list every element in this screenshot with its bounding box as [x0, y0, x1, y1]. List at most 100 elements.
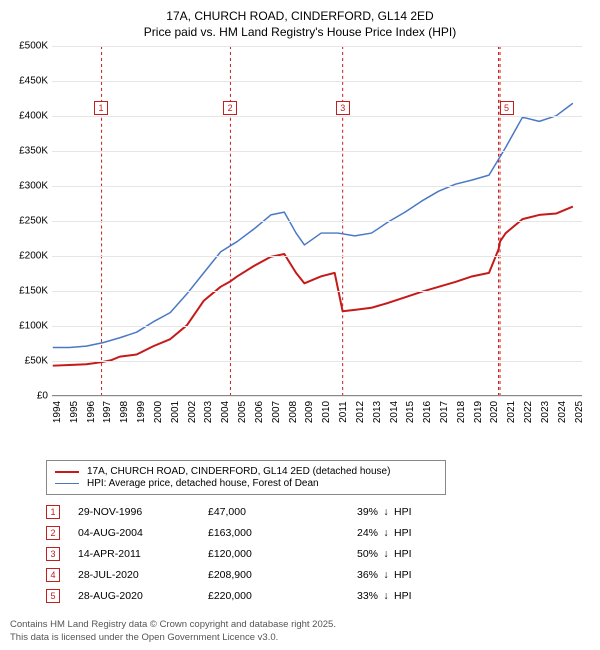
x-axis-label: 2024 — [557, 401, 568, 423]
y-gridline — [52, 151, 582, 152]
transaction-price: £47,000 — [208, 506, 318, 518]
chart-title: 17A, CHURCH ROAD, CINDERFORD, GL14 2ED P… — [10, 8, 590, 40]
legend-swatch — [55, 471, 79, 473]
transaction-row: 314-APR-2011£120,00050%↓HPI — [46, 545, 590, 563]
transaction-price: £120,000 — [208, 548, 318, 560]
transaction-pct: 24% — [318, 527, 378, 539]
footer-line-2: This data is licensed under the Open Gov… — [10, 632, 336, 644]
x-axis-label: 2001 — [170, 401, 181, 423]
y-gridline — [52, 116, 582, 117]
y-gridline — [52, 396, 582, 397]
sale-marker-box: 2 — [223, 101, 237, 115]
legend-label: 17A, CHURCH ROAD, CINDERFORD, GL14 2ED (… — [87, 466, 390, 477]
sale-marker-box: 5 — [500, 101, 514, 115]
transaction-vs: HPI — [394, 548, 434, 560]
transaction-marker: 3 — [46, 547, 60, 561]
x-axis-label: 2025 — [574, 401, 585, 423]
transaction-pct: 33% — [318, 590, 378, 602]
x-axis-label: 2000 — [153, 401, 164, 423]
footer-line-1: Contains HM Land Registry data © Crown c… — [10, 619, 336, 631]
transaction-date: 28-AUG-2020 — [78, 590, 208, 602]
x-axis-label: 2023 — [540, 401, 551, 423]
x-axis-label: 2012 — [355, 401, 366, 423]
plot-region: £0£50K£100K£150K£200K£250K£300K£350K£400… — [52, 46, 582, 396]
x-axis-label: 2013 — [372, 401, 383, 423]
x-axis-label: 2010 — [321, 401, 332, 423]
x-axis-label: 2003 — [203, 401, 214, 423]
transaction-marker: 4 — [46, 568, 60, 582]
y-gridline — [52, 81, 582, 82]
transaction-marker: 5 — [46, 589, 60, 603]
x-axis-label: 2022 — [523, 401, 534, 423]
y-axis-label: £350K — [10, 146, 48, 157]
transaction-row: 5 28-AUG-2020£220,00033%↓HPI — [46, 587, 590, 605]
title-line-2: Price paid vs. HM Land Registry's House … — [10, 24, 590, 40]
x-axis-label: 1997 — [102, 401, 113, 423]
x-axis-label: 2002 — [187, 401, 198, 423]
transaction-price: £208,900 — [208, 569, 318, 581]
down-arrow-icon: ↓ — [378, 590, 394, 602]
down-arrow-icon: ↓ — [378, 527, 394, 539]
x-axis-label: 2015 — [405, 401, 416, 423]
y-axis-label: £100K — [10, 321, 48, 332]
chart-area: £0 £50K £100K £150K £200K £250K £300K £350K £400… — [10, 46, 590, 426]
x-axis-label: 2009 — [304, 401, 315, 423]
x-axis-label: 2021 — [506, 401, 517, 423]
transaction-price: £220,000 — [208, 590, 318, 602]
down-arrow-icon: ↓ — [378, 569, 394, 581]
transaction-pct: 50% — [318, 548, 378, 560]
y-axis-label: £450K — [10, 76, 48, 87]
x-axis-label: 2016 — [422, 401, 433, 423]
transaction-row: 129-NOV-1996£47,00039%↓HPI — [46, 503, 590, 521]
legend: 17A, CHURCH ROAD, CINDERFORD, GL14 2ED (… — [46, 460, 446, 495]
x-axis-label: 2019 — [473, 401, 484, 423]
transaction-row: 428-JUL-2020£208,90036%↓HPI — [46, 566, 590, 584]
series-hpi — [53, 104, 573, 348]
transaction-marker: 1 — [46, 505, 60, 519]
y-gridline — [52, 291, 582, 292]
x-axis-label: 1996 — [86, 401, 97, 423]
y-gridline — [52, 186, 582, 187]
x-axis-label: 1995 — [69, 401, 80, 423]
y-gridline — [52, 46, 582, 47]
title-line-1: 17A, CHURCH ROAD, CINDERFORD, GL14 2ED — [10, 8, 590, 24]
y-axis-label: £300K — [10, 181, 48, 192]
x-axis-label: 2007 — [271, 401, 282, 423]
y-axis-label: £150K — [10, 286, 48, 297]
legend-row: 17A, CHURCH ROAD, CINDERFORD, GL14 2ED (… — [55, 466, 437, 477]
transaction-vs: HPI — [394, 569, 434, 581]
x-axis-label: 2011 — [338, 402, 349, 424]
x-axis-label: 2006 — [254, 401, 265, 423]
y-axis-label: £50K — [10, 356, 48, 367]
x-axis-label: 2014 — [389, 401, 400, 423]
transaction-price: £163,000 — [208, 527, 318, 539]
sale-marker-box: 1 — [94, 101, 108, 115]
transaction-date: 14-APR-2011 — [78, 548, 208, 560]
y-gridline — [52, 256, 582, 257]
series-price_paid — [53, 207, 573, 366]
transaction-vs: HPI — [394, 527, 434, 539]
y-axis-label: £250K — [10, 216, 48, 227]
transaction-pct: 36% — [318, 569, 378, 581]
y-axis-label: £400K — [10, 111, 48, 122]
transactions-table: 129-NOV-1996£47,00039%↓HPI 2 04-AUG-2004£1… — [46, 503, 590, 605]
footer-attribution: Contains HM Land Registry data © Crown c… — [10, 619, 336, 644]
transaction-vs: HPI — [394, 590, 434, 602]
transaction-row: 2 04-AUG-2004£163,00024%↓HPI — [46, 524, 590, 542]
transaction-vs: HPI — [394, 506, 434, 518]
x-axis-label: 2018 — [456, 401, 467, 423]
y-axis-label: £200K — [10, 251, 48, 262]
x-axis-label: 2008 — [288, 401, 299, 423]
transaction-date: 04-AUG-2004 — [78, 527, 208, 539]
legend-label: HPI: Average price, detached house, Fore… — [87, 478, 319, 489]
down-arrow-icon: ↓ — [378, 506, 394, 518]
y-gridline — [52, 221, 582, 222]
y-axis-label: £0 — [10, 391, 48, 402]
legend-row: HPI: Average price, detached house, Fore… — [55, 478, 437, 489]
transaction-pct: 39% — [318, 506, 378, 518]
x-axis-label: 1998 — [119, 401, 130, 423]
x-axis-label: 2005 — [237, 401, 248, 423]
x-axis-label: 1994 — [52, 401, 63, 423]
sale-marker-box: 3 — [336, 101, 350, 115]
transaction-marker: 2 — [46, 526, 60, 540]
